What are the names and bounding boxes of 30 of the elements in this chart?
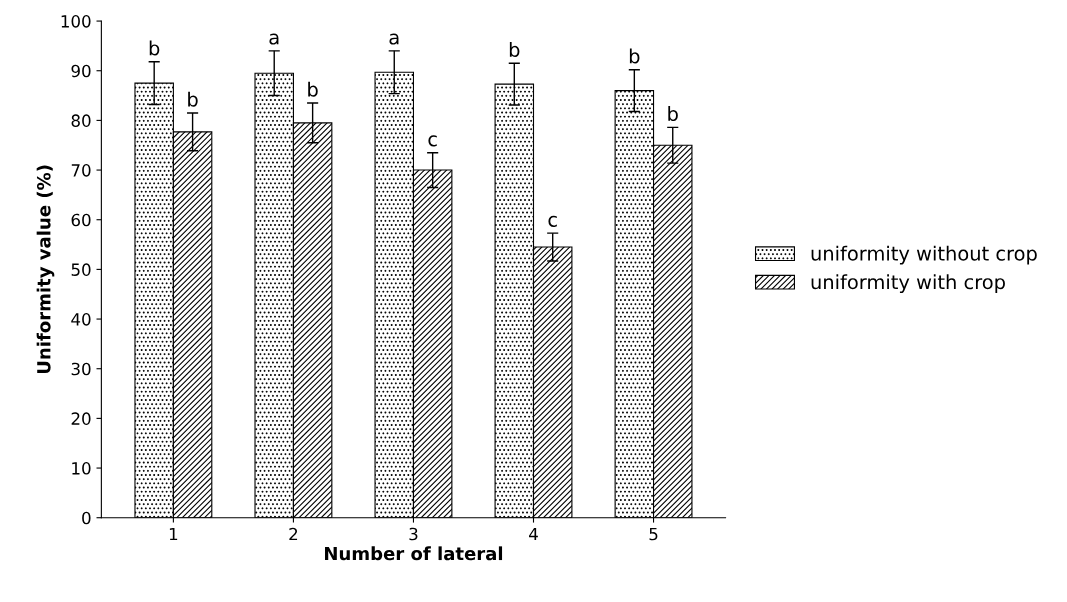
data-label: b — [149, 40, 160, 56]
y-tick-label: 30 — [71, 362, 91, 376]
y-tick-label: 10 — [72, 462, 91, 475]
legend-label: uniformity without crop — [811, 245, 1037, 265]
legend-label: uniformity with crop — [811, 274, 1005, 294]
y-tick-label: 20 — [71, 412, 91, 425]
data-label: b — [668, 106, 678, 122]
x-tick-label: 4 — [529, 527, 538, 541]
y-tick-label: 40 — [71, 313, 91, 326]
y-tick-label: 50 — [71, 263, 91, 276]
data-label: c — [548, 215, 557, 227]
data-label: b — [509, 41, 520, 58]
x-tick-label: 1 — [169, 527, 178, 541]
data-label: a — [269, 33, 279, 45]
data-label: a — [389, 33, 399, 45]
y-tick-label: 70 — [71, 164, 91, 177]
data-label: b — [188, 91, 198, 107]
data-label: b — [629, 48, 640, 64]
x-tick-label: 2 — [289, 527, 298, 541]
x-tick-label: 3 — [409, 527, 418, 541]
y-tick-label: 100 — [61, 15, 91, 28]
y-tick-label: 0 — [82, 511, 91, 525]
y-tick-label: 60 — [71, 213, 91, 227]
x-tick-label: 5 — [649, 527, 658, 541]
y-tick-label: 80 — [71, 114, 91, 127]
data-label: c — [428, 135, 437, 147]
x-axis-title: Number of lateral — [325, 546, 503, 561]
y-axis-title: Uniformity value (%) — [36, 165, 55, 374]
data-label: b — [308, 81, 318, 97]
y-tick-label: 90 — [71, 64, 91, 78]
